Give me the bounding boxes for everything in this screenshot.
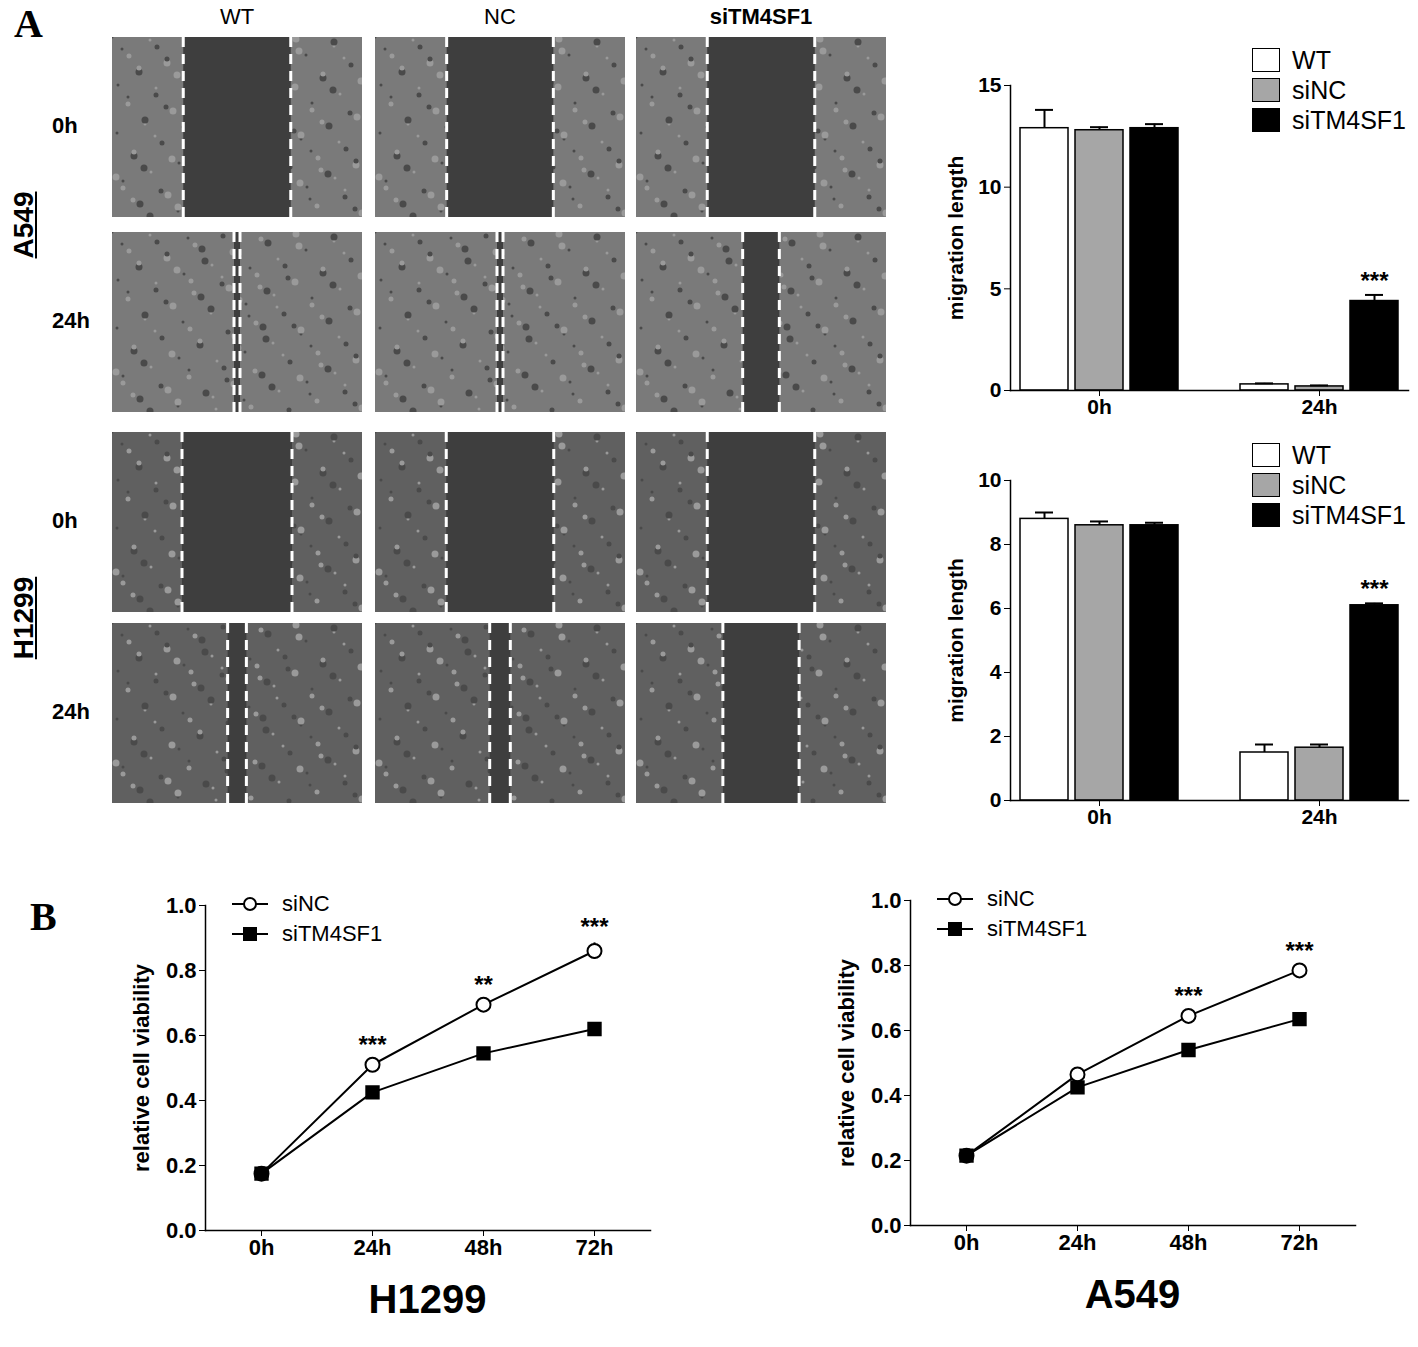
svg-text:0.0: 0.0 xyxy=(871,1213,902,1238)
svg-text:relative cell viability: relative cell viability xyxy=(834,958,859,1167)
svg-text:***: *** xyxy=(1285,937,1314,964)
svg-text:10: 10 xyxy=(978,175,1001,198)
svg-text:72h: 72h xyxy=(576,1235,614,1260)
html-text:siTM4SF1: siTM4SF1 xyxy=(709,4,813,29)
svg-text:0h: 0h xyxy=(954,1230,980,1255)
svg-text:0.8: 0.8 xyxy=(871,953,902,978)
svg-text:0.2: 0.2 xyxy=(166,1153,197,1178)
html-text:24h: 24h xyxy=(52,308,90,333)
svg-text:24h: 24h xyxy=(1301,805,1337,828)
html-text:0h: 0h xyxy=(52,113,78,138)
html-text:siNC: siNC xyxy=(1292,76,1347,104)
svg-text:8: 8 xyxy=(990,532,1002,555)
svg-text:0: 0 xyxy=(990,788,1002,811)
html-text:siNC: siNC xyxy=(1292,471,1347,499)
html-text:0h: 0h xyxy=(52,508,78,533)
svg-text:**: ** xyxy=(474,971,493,998)
html-text:A: A xyxy=(14,1,43,46)
svg-text:***: *** xyxy=(1360,267,1389,294)
html-text:NC: NC xyxy=(484,4,516,29)
html-text:24h: 24h xyxy=(52,699,90,724)
svg-text:1.0: 1.0 xyxy=(166,893,197,918)
html-text:H1299: H1299 xyxy=(8,576,39,659)
svg-text:24h: 24h xyxy=(1059,1230,1097,1255)
svg-text:2: 2 xyxy=(990,724,1002,747)
svg-text:15: 15 xyxy=(978,73,1002,96)
svg-text:***: *** xyxy=(580,913,609,940)
svg-text:0.2: 0.2 xyxy=(871,1148,902,1173)
svg-text:72h: 72h xyxy=(1281,1230,1319,1255)
svg-text:0.6: 0.6 xyxy=(166,1023,197,1048)
svg-text:4: 4 xyxy=(990,660,1002,683)
html-text:siTM4SF1: siTM4SF1 xyxy=(1292,501,1406,529)
html-text:A549: A549 xyxy=(1084,1272,1181,1316)
svg-text:***: *** xyxy=(1174,982,1203,1009)
svg-text:0.4: 0.4 xyxy=(166,1088,197,1113)
html-text:B: B xyxy=(30,894,57,939)
svg-text:***: *** xyxy=(1360,575,1389,602)
html-text:siTM4SF1: siTM4SF1 xyxy=(282,921,383,946)
svg-text:***: *** xyxy=(358,1031,387,1058)
svg-text:migration length: migration length xyxy=(944,558,967,723)
html-text:siNC: siNC xyxy=(282,891,330,916)
svg-text:migration length: migration length xyxy=(944,156,967,321)
svg-text:0h: 0h xyxy=(1087,805,1112,828)
svg-text:0.8: 0.8 xyxy=(166,958,197,983)
html-text:WT: WT xyxy=(1292,46,1331,74)
svg-text:0h: 0h xyxy=(249,1235,275,1260)
svg-text:10: 10 xyxy=(978,468,1001,491)
svg-text:6: 6 xyxy=(990,596,1002,619)
html-text:siTM4SF1: siTM4SF1 xyxy=(1292,106,1406,134)
svg-text:0.6: 0.6 xyxy=(871,1018,902,1043)
html-text:H1299: H1299 xyxy=(368,1277,487,1321)
html-text:A549: A549 xyxy=(8,191,39,258)
svg-text:relative cell viability: relative cell viability xyxy=(129,963,154,1172)
svg-text:24h: 24h xyxy=(354,1235,392,1260)
svg-text:5: 5 xyxy=(990,277,1002,300)
svg-text:0h: 0h xyxy=(1087,395,1112,418)
html-text:WT: WT xyxy=(1292,441,1331,469)
svg-text:24h: 24h xyxy=(1301,395,1337,418)
svg-text:48h: 48h xyxy=(465,1235,503,1260)
svg-text:0.4: 0.4 xyxy=(871,1083,902,1108)
svg-text:0: 0 xyxy=(990,378,1002,401)
html-text:siTM4SF1: siTM4SF1 xyxy=(987,916,1088,941)
svg-text:1.0: 1.0 xyxy=(871,888,902,913)
html-text:siNC: siNC xyxy=(987,886,1035,911)
html-text:WT: WT xyxy=(219,4,255,29)
svg-text:0.0: 0.0 xyxy=(166,1218,197,1243)
svg-text:48h: 48h xyxy=(1170,1230,1208,1255)
